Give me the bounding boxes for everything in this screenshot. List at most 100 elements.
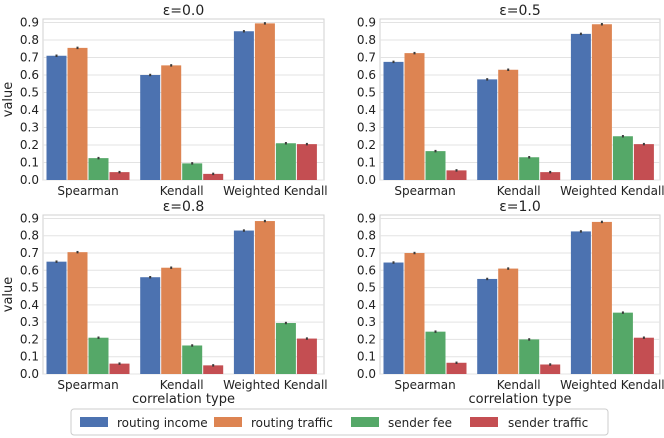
y-axis-label: value [1, 277, 16, 313]
bar [477, 79, 498, 180]
bar [233, 31, 254, 180]
bar [612, 136, 633, 180]
y-tick-label: 0.5 [20, 86, 39, 100]
bar [182, 163, 203, 180]
bar [498, 69, 519, 180]
bar [570, 231, 591, 374]
y-tick-label: 0.3 [20, 121, 39, 135]
y-tick-label: 0.2 [357, 332, 376, 346]
panel-title: ε=0.0 [163, 3, 205, 19]
bar [275, 143, 296, 180]
bar [498, 268, 519, 374]
x-tick-label: Kendall [160, 184, 204, 198]
y-tick-label: 0.4 [20, 298, 39, 312]
bar [633, 144, 654, 180]
y-tick-label: 0.9 [20, 211, 39, 225]
bar [425, 151, 446, 180]
x-tick-label: Kendall [497, 378, 541, 392]
bar [404, 53, 425, 180]
y-tick-label: 0.3 [20, 315, 39, 329]
bar [109, 363, 130, 374]
bar [383, 61, 404, 180]
y-tick-label: 0.5 [20, 281, 39, 295]
bar [254, 23, 275, 180]
bar [109, 172, 130, 180]
legend-swatch [470, 417, 498, 427]
panel-title: ε=0.8 [163, 199, 205, 215]
bar [612, 312, 633, 374]
bar [233, 230, 254, 374]
bar [140, 75, 161, 180]
y-tick-label: 0.2 [20, 138, 39, 152]
y-tick-label: 0.7 [20, 51, 39, 65]
legend-label: sender fee [388, 416, 452, 430]
y-tick-label: 0.9 [357, 16, 376, 30]
x-tick-label: Weighted Kendall [560, 378, 664, 392]
bar [161, 65, 182, 180]
y-tick-label: 0.1 [20, 350, 39, 364]
bar [570, 33, 591, 180]
bar [67, 47, 88, 180]
y-tick-label: 0.6 [357, 68, 376, 82]
bar [425, 331, 446, 374]
x-tick-label: Weighted Kendall [223, 184, 328, 198]
bar [203, 173, 224, 180]
panel-1: 0.0 0.1 0.2 0.3 0.4 0.5 0.6 0.7 0.8 0.9 Spearman Ke… [1, 3, 328, 198]
bar [446, 170, 467, 180]
bar [383, 262, 404, 374]
y-tick-label: 0.4 [20, 103, 39, 117]
panel-4: 0.0 0.1 0.2 0.3 0.4 0.5 0.6 0.7 0.8 0.9 Spearman Ke… [357, 199, 664, 407]
bar [591, 221, 612, 374]
bar [540, 172, 561, 180]
x-axis-label: correlation type [132, 392, 235, 407]
panel-2: 0.0 0.1 0.2 0.3 0.4 0.5 0.6 0.7 0.8 0.9 Spearman Ke… [357, 3, 664, 198]
y-tick-label: 0.8 [20, 33, 39, 47]
y-tick-label: 0.4 [357, 298, 376, 312]
x-tick-label: Weighted Kendall [223, 378, 328, 392]
panel-title: ε=1.0 [499, 199, 541, 215]
y-tick-label: 0.4 [357, 103, 376, 117]
y-tick-label: 0.5 [357, 281, 376, 295]
legend-box [70, 408, 609, 436]
x-tick-label: Spearman [57, 378, 118, 392]
bar [46, 55, 67, 180]
x-tick-label: Kendall [160, 378, 204, 392]
y-axis-label: value [1, 82, 16, 118]
legend-label: routing income [117, 416, 208, 430]
legend-swatch [80, 417, 108, 427]
y-tick-label: 0.1 [357, 156, 376, 170]
y-tick-label: 0.7 [357, 246, 376, 260]
bar [446, 362, 467, 374]
x-tick-label: Spearman [394, 184, 455, 198]
bar [296, 144, 317, 180]
legend: routing income routing traffic sender fee s… [70, 408, 609, 436]
y-tick-label: 0.0 [357, 173, 376, 187]
y-tick-label: 0.8 [357, 229, 376, 243]
bar [404, 253, 425, 374]
bar [88, 158, 109, 180]
legend-label: routing traffic [251, 416, 333, 430]
y-tick-label: 0.3 [357, 315, 376, 329]
x-axis-label: correlation type [469, 392, 572, 407]
bar [633, 337, 654, 374]
bar [477, 278, 498, 374]
bar [88, 337, 109, 374]
y-tick-label: 0.6 [20, 263, 39, 277]
y-tick-label: 0.7 [357, 51, 376, 65]
bar [591, 24, 612, 180]
y-tick-label: 0.0 [357, 367, 376, 381]
bar [254, 221, 275, 374]
legend-swatch [214, 417, 242, 427]
y-tick-label: 0.8 [357, 33, 376, 47]
y-tick-label: 0.0 [20, 173, 39, 187]
bar [519, 157, 540, 180]
y-tick-label: 0.2 [20, 332, 39, 346]
y-tick-label: 0.1 [357, 350, 376, 364]
bar [296, 338, 317, 374]
y-tick-label: 0.6 [357, 263, 376, 277]
y-tick-label: 0.0 [20, 367, 39, 381]
panel-title: ε=0.5 [499, 3, 541, 19]
x-tick-label: Spearman [394, 378, 455, 392]
bar [540, 364, 561, 374]
